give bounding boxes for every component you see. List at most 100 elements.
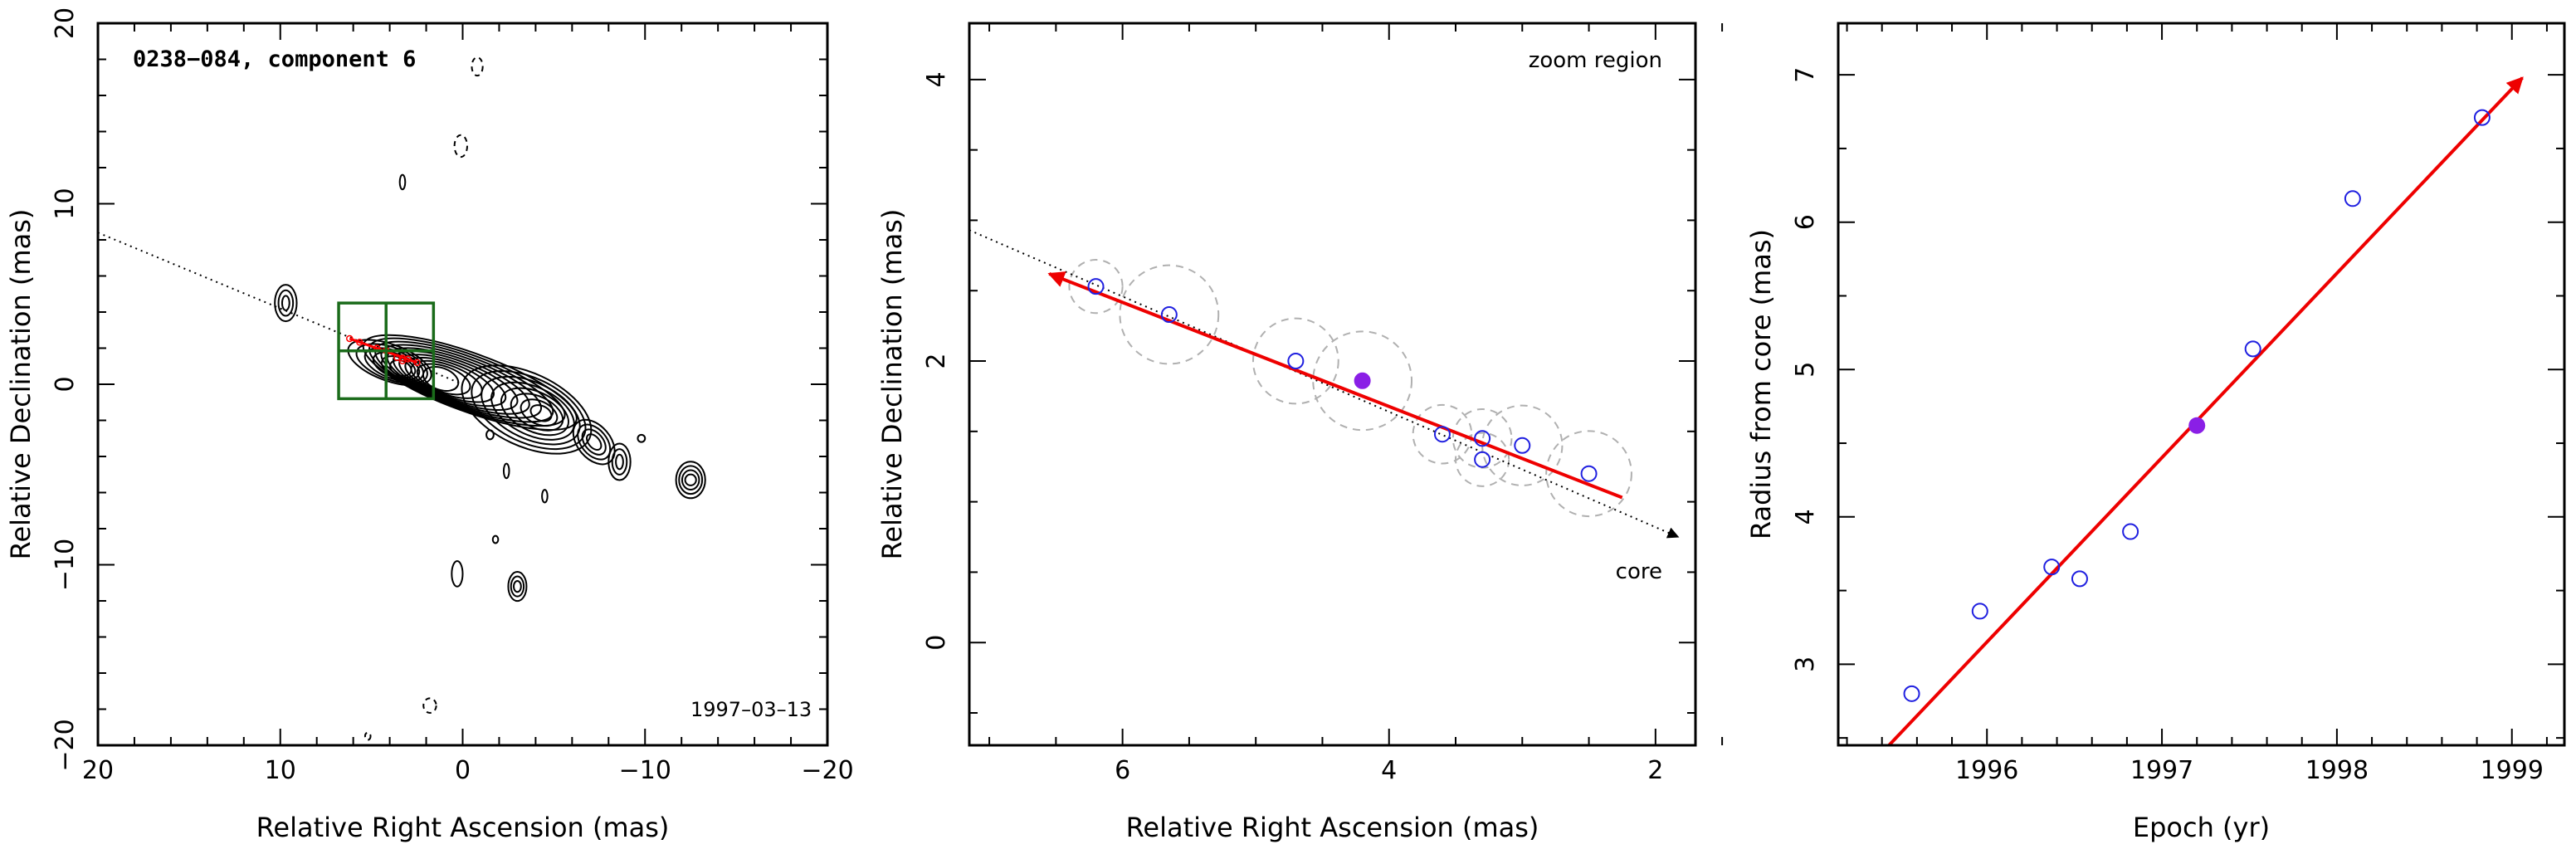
jet-knot-contour xyxy=(510,393,564,432)
radius-point xyxy=(2122,523,2139,540)
component-size-circle xyxy=(1068,259,1124,315)
feature-contour xyxy=(491,534,500,544)
x-tick-label: 1998 xyxy=(2305,756,2369,785)
y-axis-label: Relative Declination (mas) xyxy=(876,209,908,560)
y-tick-label: 5 xyxy=(1791,362,1820,378)
y-tick-label: 3 xyxy=(1791,656,1820,672)
feature-contour xyxy=(398,173,407,191)
x-tick-label: 20 xyxy=(82,756,114,785)
y-tick-label: 20 xyxy=(51,7,80,39)
fit-arrow xyxy=(1887,76,2524,747)
inner-jet-contour xyxy=(372,351,421,381)
x-tick-label: 6 xyxy=(1115,756,1130,785)
plot-title: 0238−084, component 6 xyxy=(133,46,416,72)
x-tick-label: −20 xyxy=(801,756,853,785)
core-contour xyxy=(416,363,471,396)
component-size-circle xyxy=(1481,404,1564,486)
component-point xyxy=(1514,437,1531,454)
zoom-region-box xyxy=(337,301,436,401)
y-tick-label: 7 xyxy=(1791,67,1820,83)
feature-contour xyxy=(502,462,510,480)
dashed-contour xyxy=(422,697,437,714)
knot-contour xyxy=(577,423,612,461)
highlight-point xyxy=(2188,417,2206,434)
feature-contour xyxy=(615,453,624,471)
contour-map xyxy=(274,56,706,741)
core-contour xyxy=(386,347,530,415)
component-point xyxy=(1474,430,1491,447)
feature-contour xyxy=(507,571,528,603)
fit-arrow xyxy=(1047,271,1623,500)
component-size-circle xyxy=(1412,403,1473,465)
jet-knot-contour xyxy=(461,364,593,455)
x-tick-label: 0 xyxy=(455,756,471,785)
component-point xyxy=(1160,306,1178,324)
inner-jet-contour xyxy=(347,339,432,387)
x-tick-label: 2 xyxy=(1647,756,1663,785)
jet-knot-contour xyxy=(529,404,553,422)
knot-contour xyxy=(586,433,603,451)
jet-knot-contour xyxy=(500,387,569,437)
contour-map-panel: 20 10 0 −10 −20 −20 −10 0 10 20 0238−084, compone… xyxy=(5,7,854,843)
component-size-circle xyxy=(1545,430,1632,518)
core-label: core xyxy=(1616,559,1662,584)
jet-knot-contour xyxy=(471,370,587,451)
component-size-circle xyxy=(1451,407,1513,469)
feature-contour xyxy=(678,465,704,495)
x-tick-label: 4 xyxy=(1381,756,1397,785)
x-tick-label: 1999 xyxy=(2481,756,2544,785)
fit-line xyxy=(1887,76,2524,747)
dashed-contour xyxy=(471,56,484,77)
plot-title: zoom region xyxy=(1529,48,1662,73)
jet-axis-line xyxy=(968,229,1680,539)
feature-contour xyxy=(541,489,549,504)
zoom-region-panel: 6 4 2 0 2 4 zoom region core Relative Right A… xyxy=(876,22,1724,843)
radius-point xyxy=(2473,109,2491,126)
feature-contour xyxy=(675,461,706,500)
x-tick-label: −10 xyxy=(619,756,671,785)
x-axis-label: Epoch (yr) xyxy=(2133,812,2270,843)
axis-ticks: 20 10 0 −10 −20 −20 −10 0 10 20 xyxy=(51,7,854,785)
radius-vs-epoch-panel: 1996 1997 1998 1999 3 4 5 6 7 Epoch (yr) Radius … xyxy=(1745,22,2566,843)
radius-point xyxy=(2244,340,2261,358)
feature-contour xyxy=(510,575,525,598)
y-tick-label: 2 xyxy=(922,353,951,368)
radius-point xyxy=(2043,559,2061,576)
feature-contour xyxy=(684,473,697,486)
core-contour xyxy=(404,357,495,403)
component-size-circle xyxy=(1119,264,1220,365)
x-tick-label: 1997 xyxy=(2130,756,2193,785)
radius-point xyxy=(1971,603,1988,620)
x-tick-label: 10 xyxy=(265,756,296,785)
highlight-point xyxy=(1354,372,1371,389)
feature-contour xyxy=(485,429,495,441)
plot-frame xyxy=(968,22,1697,747)
component-point xyxy=(1087,278,1105,295)
component-point xyxy=(1580,465,1598,482)
y-tick-label: 0 xyxy=(922,635,951,651)
feature-contour xyxy=(451,559,464,588)
component-positions xyxy=(1087,278,1598,482)
dashed-contour xyxy=(453,134,468,159)
feature-contour xyxy=(281,295,290,311)
feature-contour xyxy=(274,284,298,323)
feature-contour xyxy=(611,448,628,476)
component-size-circle xyxy=(1251,317,1339,405)
component-point xyxy=(1287,353,1305,370)
radius-point xyxy=(1903,685,1920,702)
x-axis-label: Relative Right Ascension (mas) xyxy=(1126,812,1539,843)
y-tick-label: 6 xyxy=(1791,214,1820,230)
feature-contour xyxy=(637,433,646,443)
x-axis-label: Relative Right Ascension (mas) xyxy=(256,812,670,843)
knot-contour xyxy=(581,428,607,456)
y-tick-label: −20 xyxy=(51,719,80,771)
component-size-circle xyxy=(1455,432,1510,487)
radius-points xyxy=(1903,109,2491,702)
epoch-label: 1997–03–13 xyxy=(690,698,812,721)
feature-contour xyxy=(681,469,700,490)
y-tick-label: 10 xyxy=(51,188,80,219)
axis-ticks: 1996 1997 1998 1999 3 4 5 6 7 xyxy=(1791,23,2564,785)
y-axis-label: Radius from core (mas) xyxy=(1745,229,1777,539)
y-axis-label: Relative Declination (mas) xyxy=(5,209,37,560)
knot-contour xyxy=(572,418,616,466)
